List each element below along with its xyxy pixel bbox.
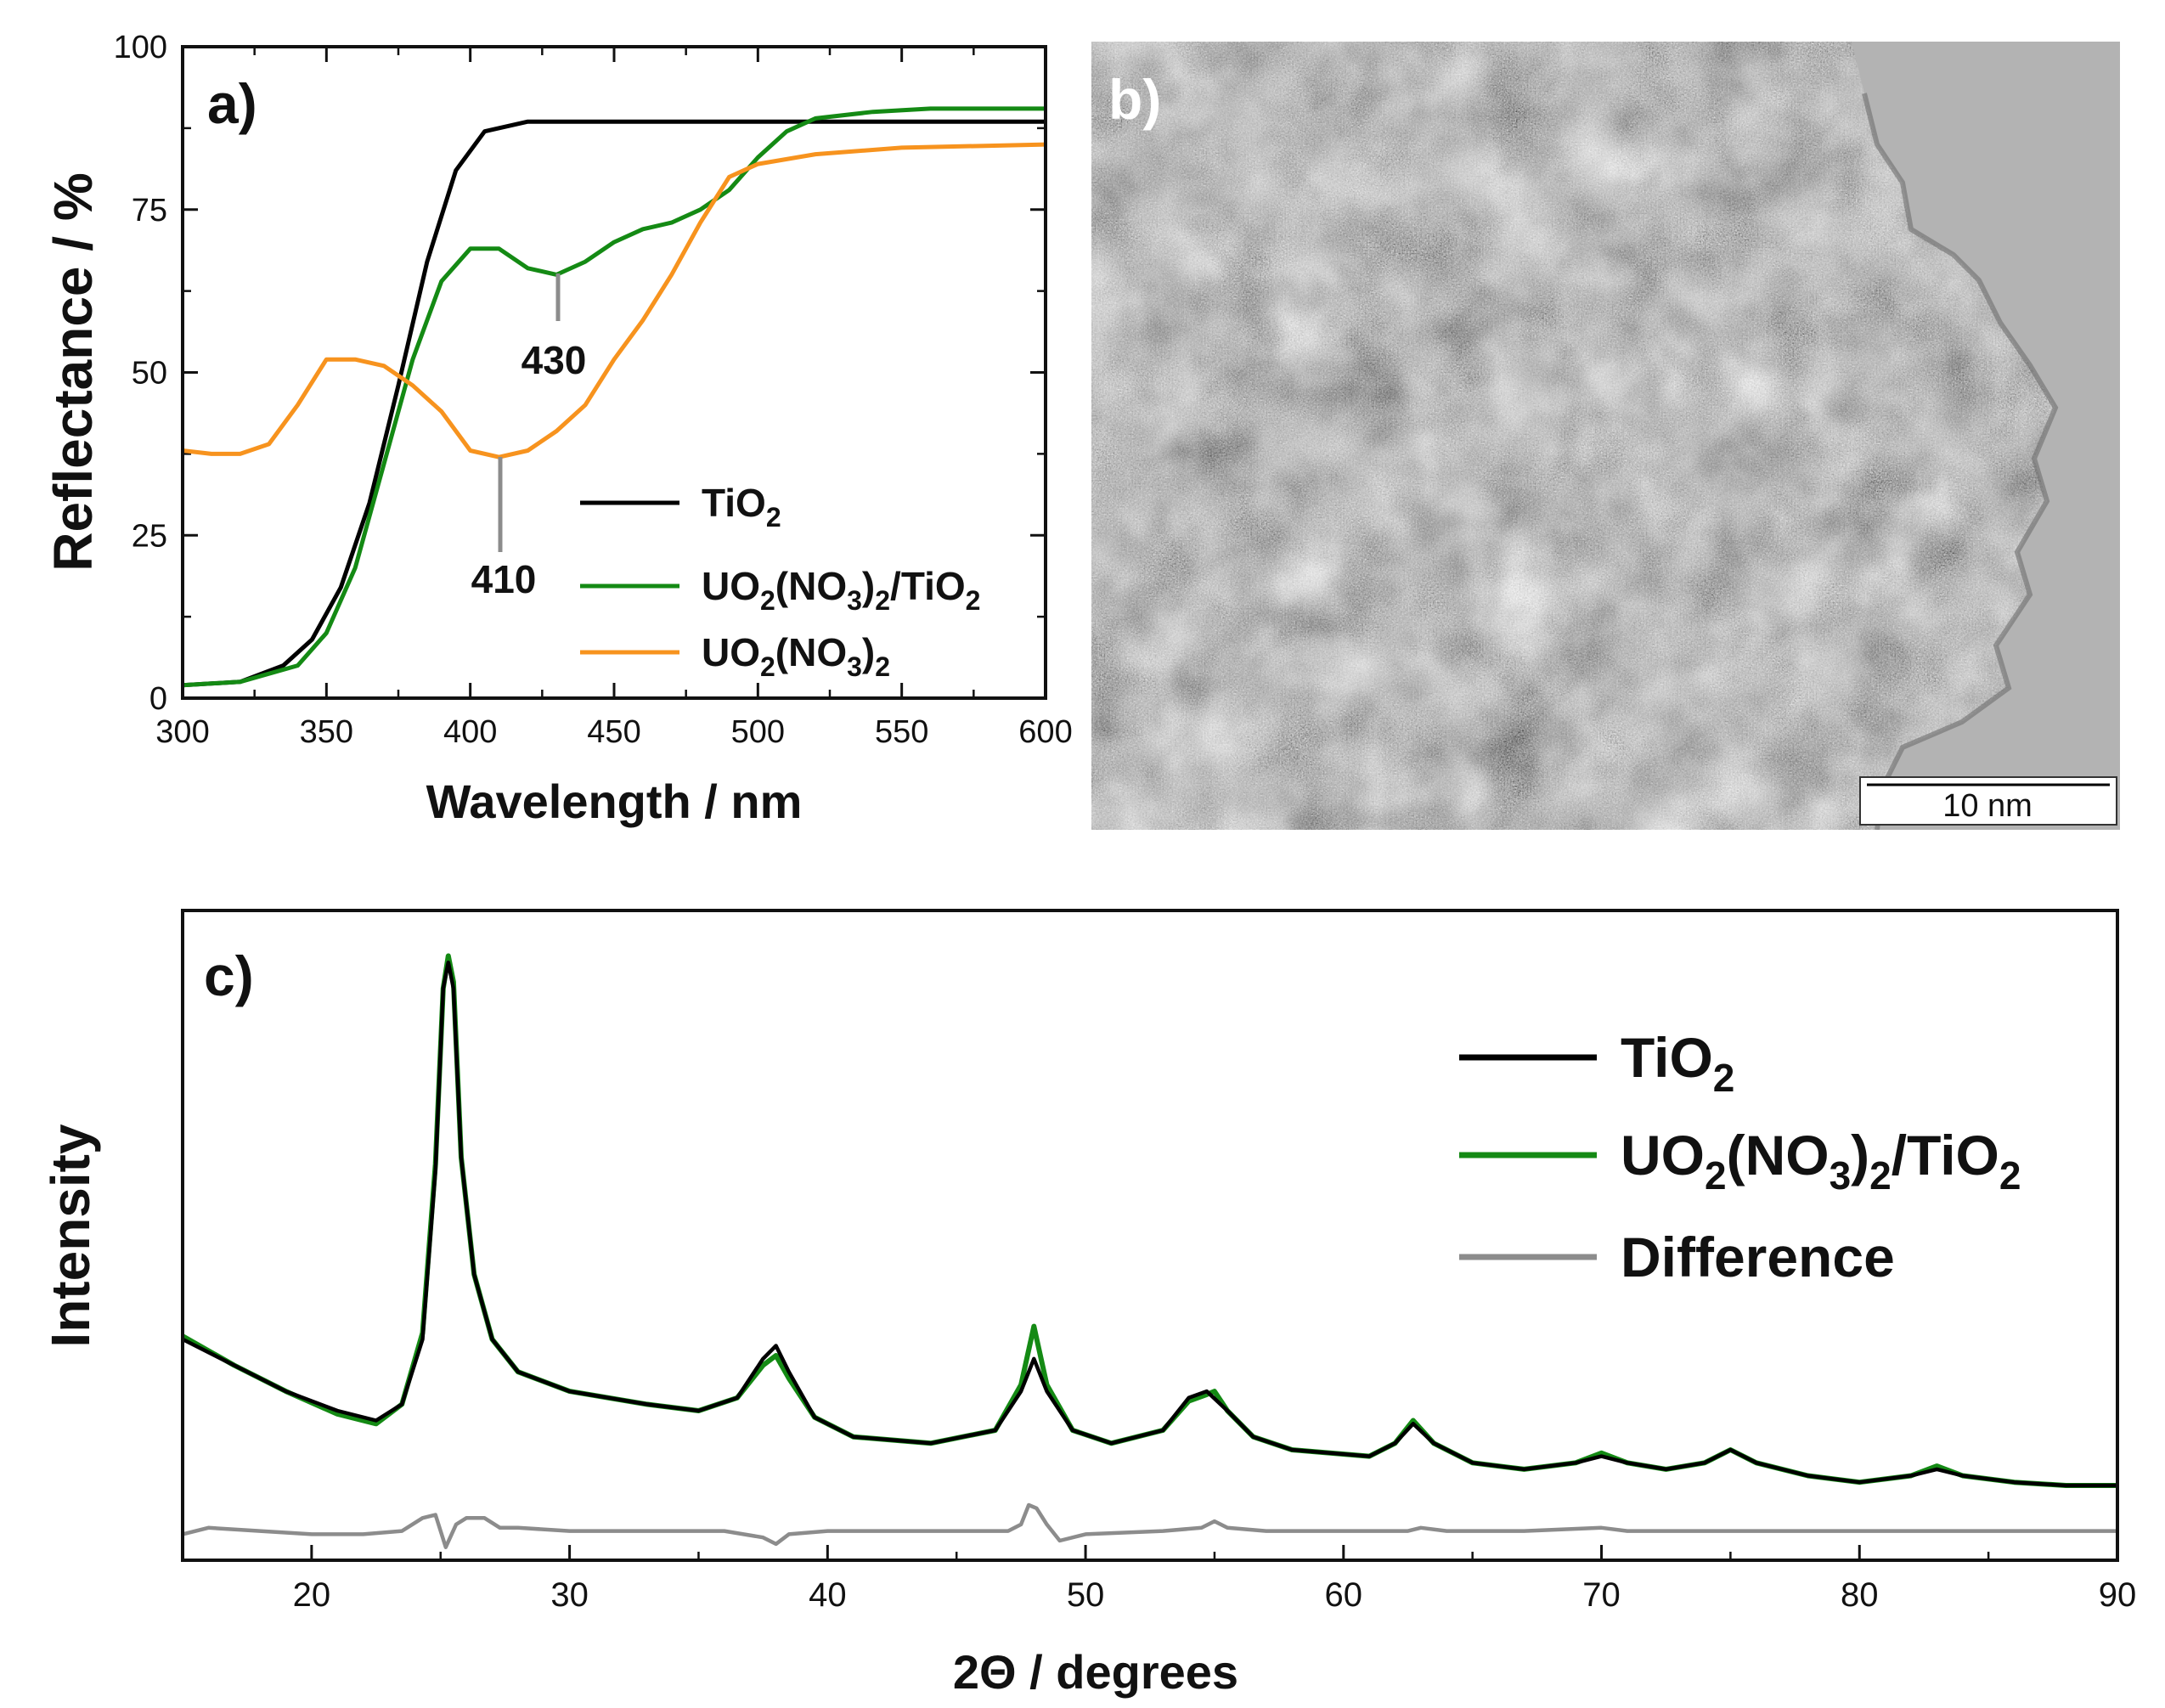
panel-c-ticks: 20 30 40 50 60 70 80 90 [181, 1545, 2137, 1614]
panel-a-ytick-label: 50 [132, 356, 167, 392]
panel-a-xtick-label: 600 [1018, 714, 1072, 750]
panel-c-series [183, 953, 2117, 1549]
legend-label-difference-c: Difference [1621, 1226, 1895, 1288]
panel-c-xtick-label: 90 [2099, 1576, 2137, 1614]
series-uo2no32-line [183, 142, 1046, 459]
tem-edge-shadow [1862, 93, 2059, 830]
legend-label-uo2no32: UO2(NO3)2 [702, 630, 890, 682]
series-uo2no32-tio2-c-line [183, 953, 2117, 1488]
legend-label-tio2-c: TiO2 [1621, 1026, 1734, 1100]
panel-a-xtick-label: 400 [443, 714, 497, 750]
panel-a-ytick-label: 25 [132, 518, 167, 554]
panel-c: 20 30 40 50 60 70 80 90 c) 2Θ / degrees Intensi… [40, 909, 2137, 1699]
series-tio2-line [183, 119, 1046, 688]
panel-a-xlabel: Wavelength / nm [426, 775, 803, 828]
panel-a-series [183, 106, 1046, 688]
panel-a-frame [181, 45, 1047, 700]
panel-c-label: c) [204, 944, 254, 1007]
panel-a-xtick-label: 550 [875, 714, 928, 750]
annotation-430: 430 [522, 338, 587, 382]
panel-a-ylabel: Reflectance / % [42, 172, 104, 572]
panel-c-xtick-label: 20 [293, 1576, 331, 1614]
panel-c-xtick-label: 40 [809, 1576, 847, 1614]
panel-c-xtick-label: 80 [1841, 1576, 1879, 1614]
panel-a-xtick-label: 300 [155, 714, 209, 750]
panel-a-xtick-label: 500 [731, 714, 785, 750]
legend-label-uo2no32-tio2: UO2(NO3)2/TiO2 [702, 564, 980, 616]
panel-a-label: a) [207, 72, 257, 135]
tem-vacuum-region [1852, 42, 2120, 830]
legend-label-uo2no32-tio2-c: UO2(NO3)2/TiO2 [1621, 1124, 2021, 1198]
panel-c-legend: TiO2 UO2(NO3)2/TiO2 Difference [1459, 1026, 2021, 1288]
panel-a-xtick-label: 350 [300, 714, 353, 750]
legend-label-tio2: TiO2 [702, 481, 781, 533]
series-uo2no32-tio2-line [183, 106, 1046, 688]
panel-a-legend: TiO2 UO2(NO3)2/TiO2 UO2(NO3)2 [580, 481, 980, 682]
panel-a-ytick-label: 0 [149, 681, 167, 717]
panel-a-xtick-label: 450 [587, 714, 640, 750]
panel-c-xtick-label: 70 [1582, 1576, 1621, 1614]
series-difference-c-line [183, 1502, 2117, 1549]
panel-a-ytick-label: 75 [132, 193, 167, 228]
panel-c-xtick-label: 50 [1067, 1576, 1105, 1614]
panel-b-label: b) [1108, 68, 1161, 131]
scale-bar-label: 10 nm [1942, 788, 2033, 824]
panel-c-xtick-label: 30 [550, 1576, 589, 1614]
series-tio2-c-line [183, 960, 2117, 1488]
annotation-410: 410 [471, 557, 537, 601]
panel-c-xtick-label: 60 [1325, 1576, 1363, 1614]
panel-c-xlabel: 2Θ / degrees [953, 1645, 1238, 1699]
panel-c-frame [181, 909, 2119, 1562]
panel-c-ylabel: Intensity [40, 1124, 101, 1348]
panel-a-ticks: 300 350 400 450 500 550 600 0 25 50 75 100 [114, 30, 1073, 750]
panel-b: b) 10 nm [1091, 42, 2120, 830]
panel-a-ytick-label: 100 [114, 30, 167, 65]
